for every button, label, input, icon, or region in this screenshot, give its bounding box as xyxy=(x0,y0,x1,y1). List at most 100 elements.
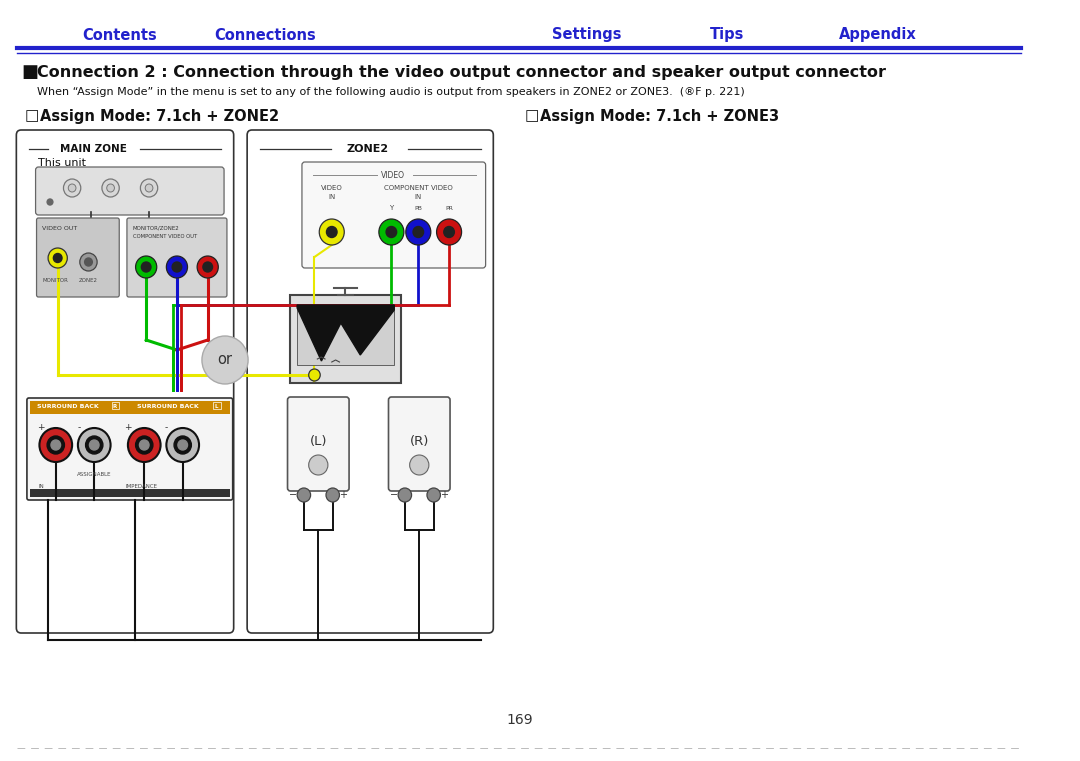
Circle shape xyxy=(203,262,213,272)
Circle shape xyxy=(136,256,157,278)
Circle shape xyxy=(84,258,92,266)
Text: -: - xyxy=(78,424,81,432)
Circle shape xyxy=(320,219,345,245)
Text: VIDEO OUT: VIDEO OUT xyxy=(42,225,78,231)
Circle shape xyxy=(68,184,76,192)
Text: Tips: Tips xyxy=(710,27,744,43)
Circle shape xyxy=(178,440,188,450)
Text: +: + xyxy=(339,490,348,500)
Text: (R): (R) xyxy=(409,435,429,448)
Text: SURROUND BACK: SURROUND BACK xyxy=(136,405,199,409)
FancyBboxPatch shape xyxy=(27,398,232,500)
Circle shape xyxy=(297,488,311,502)
Text: □: □ xyxy=(25,109,39,123)
Bar xyxy=(297,305,394,365)
Circle shape xyxy=(80,253,97,271)
Text: −: − xyxy=(289,490,297,500)
Circle shape xyxy=(399,488,411,502)
Circle shape xyxy=(309,369,320,381)
Text: IMPEDANCE: IMPEDANCE xyxy=(125,483,157,489)
Circle shape xyxy=(427,488,441,502)
Text: ■: ■ xyxy=(22,63,38,81)
Circle shape xyxy=(127,428,161,462)
Circle shape xyxy=(202,336,248,384)
Text: IN: IN xyxy=(39,483,44,489)
Text: −: − xyxy=(390,490,399,500)
FancyBboxPatch shape xyxy=(36,167,224,215)
FancyBboxPatch shape xyxy=(389,397,450,491)
FancyBboxPatch shape xyxy=(287,397,349,491)
Text: MONITOR/ZONE2: MONITOR/ZONE2 xyxy=(133,225,179,231)
Circle shape xyxy=(174,436,191,454)
Text: -: - xyxy=(165,424,168,432)
Bar xyxy=(30,489,230,497)
Circle shape xyxy=(85,436,103,454)
FancyBboxPatch shape xyxy=(127,218,227,297)
FancyBboxPatch shape xyxy=(302,162,486,268)
Circle shape xyxy=(139,440,149,450)
Text: R: R xyxy=(112,403,117,409)
Text: ASSIGNABLE: ASSIGNABLE xyxy=(77,472,111,476)
Circle shape xyxy=(166,428,199,462)
Circle shape xyxy=(48,199,53,205)
Text: L: L xyxy=(215,403,218,409)
Text: COMPONENT VIDEO: COMPONENT VIDEO xyxy=(383,185,453,191)
Bar xyxy=(111,402,119,409)
Text: +: + xyxy=(124,424,132,432)
Text: PR: PR xyxy=(445,205,453,211)
Circle shape xyxy=(51,440,60,450)
Text: When “Assign Mode” in the menu is set to any of the following audio is output fr: When “Assign Mode” in the menu is set to… xyxy=(37,87,744,97)
Circle shape xyxy=(413,227,423,237)
Text: VIDEO: VIDEO xyxy=(381,170,405,180)
FancyBboxPatch shape xyxy=(16,130,233,633)
Circle shape xyxy=(90,440,99,450)
Text: Connections: Connections xyxy=(214,27,315,43)
Text: (L): (L) xyxy=(310,435,327,448)
Text: IN: IN xyxy=(415,194,422,200)
Text: Appendix: Appendix xyxy=(839,27,917,43)
Text: +: + xyxy=(441,490,448,500)
Circle shape xyxy=(102,179,119,197)
Circle shape xyxy=(140,179,158,197)
Circle shape xyxy=(49,248,67,268)
Text: This unit: This unit xyxy=(39,158,86,168)
Circle shape xyxy=(40,428,72,462)
Circle shape xyxy=(141,262,151,272)
Circle shape xyxy=(166,256,188,278)
Text: VIDEO: VIDEO xyxy=(321,185,342,191)
Circle shape xyxy=(386,227,396,237)
Bar xyxy=(291,295,401,383)
Text: or: or xyxy=(217,352,232,368)
Text: MAIN ZONE: MAIN ZONE xyxy=(59,144,126,154)
Text: Y: Y xyxy=(389,205,393,211)
Text: Assign Mode: 7.1ch + ZONE2: Assign Mode: 7.1ch + ZONE2 xyxy=(40,109,280,123)
Text: Assign Mode: 7.1ch + ZONE3: Assign Mode: 7.1ch + ZONE3 xyxy=(540,109,780,123)
Text: 169: 169 xyxy=(505,713,532,727)
Circle shape xyxy=(107,184,114,192)
Circle shape xyxy=(136,436,153,454)
Circle shape xyxy=(326,227,337,237)
Circle shape xyxy=(409,455,429,475)
Circle shape xyxy=(172,262,181,272)
Text: ZONE2: ZONE2 xyxy=(347,144,389,154)
Circle shape xyxy=(406,219,431,245)
Circle shape xyxy=(326,488,339,502)
Text: SURROUND BACK: SURROUND BACK xyxy=(37,405,98,409)
Circle shape xyxy=(64,179,81,197)
Text: IN: IN xyxy=(328,194,336,200)
Text: +: + xyxy=(37,424,44,432)
Circle shape xyxy=(379,219,404,245)
Circle shape xyxy=(444,227,455,237)
Circle shape xyxy=(309,455,328,475)
Text: MONITOR: MONITOR xyxy=(42,278,68,282)
Circle shape xyxy=(78,428,110,462)
FancyBboxPatch shape xyxy=(247,130,494,633)
Bar xyxy=(30,401,230,414)
Circle shape xyxy=(53,253,62,263)
Polygon shape xyxy=(297,305,394,361)
Circle shape xyxy=(436,219,461,245)
Text: □: □ xyxy=(525,109,539,123)
Text: Connection 2 : Connection through the video output connector and speaker output : Connection 2 : Connection through the vi… xyxy=(37,65,886,79)
Text: Contents: Contents xyxy=(82,27,157,43)
Text: ZONE2: ZONE2 xyxy=(79,278,98,282)
